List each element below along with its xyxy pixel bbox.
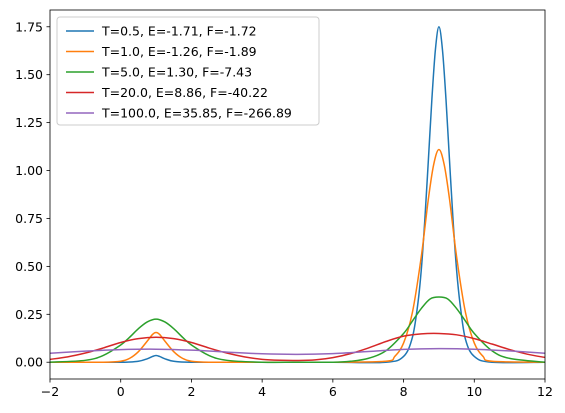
legend-label-3: T=5.0, E=1.30, F=-7.43: [101, 65, 252, 80]
legend-box: [56, 16, 320, 126]
legend: T=0.5, E=-1.71, F=-1.72 T=1.0, E=-1.26, F…: [56, 16, 320, 126]
series-line-5: [50, 347, 545, 356]
y-tick-label: 1.75: [15, 19, 43, 34]
legend-label-2: T=1.0, E=-1.26, F=-1.89: [101, 44, 257, 59]
x-tick-label: 2: [187, 384, 195, 399]
legend-label-1: T=0.5, E=-1.71, F=-1.72: [101, 24, 257, 39]
y-tick-label: 0.25: [15, 307, 43, 322]
x-tick-label: 8: [400, 384, 408, 399]
series-line-1: [50, 26, 545, 364]
y-tick-label: 1.25: [15, 115, 43, 130]
series-lines: [50, 26, 545, 364]
x-tick-label: 6: [329, 384, 337, 399]
axis-ticks: −2 0 2 4 6 8 10 12 0.00 0.25 0.50 0.75 1.00 1.25 1.50 1…: [15, 19, 553, 399]
series-line-3: [50, 296, 545, 364]
legend-label-5: T=100.0, E=35.85, F=-266.89: [101, 106, 292, 121]
x-tick-label: 4: [258, 384, 266, 399]
y-tick-label: 0.75: [15, 211, 43, 226]
series-line-4: [50, 332, 545, 362]
y-tick-label: 1.50: [15, 67, 43, 82]
x-tick-label: 12: [537, 384, 553, 399]
y-tick-label: 0.50: [15, 259, 43, 274]
series-line-2: [50, 148, 545, 364]
plot-frame: [49, 9, 546, 380]
x-tick-label: 0: [117, 384, 125, 399]
y-tick-label: 1.00: [15, 163, 43, 178]
legend-label-4: T=20.0, E=8.86, F=-40.22: [101, 85, 268, 100]
x-tick-label: 10: [466, 384, 482, 399]
y-tick-label: 0.00: [15, 355, 43, 370]
x-tick-label: −2: [41, 384, 59, 399]
